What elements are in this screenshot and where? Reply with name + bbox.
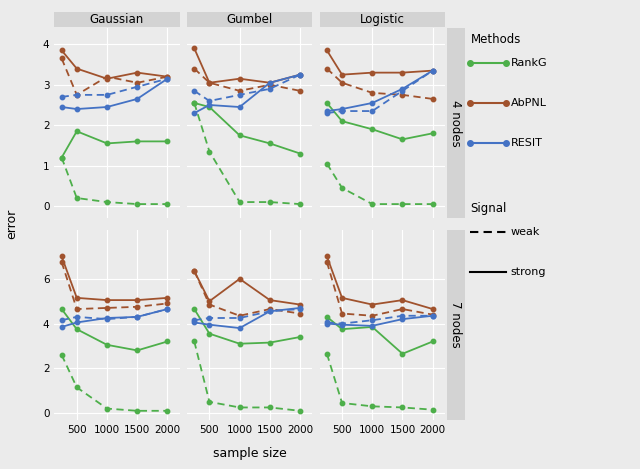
Text: weak: weak: [511, 227, 540, 237]
Text: Logistic: Logistic: [360, 13, 404, 26]
Text: 4 nodes: 4 nodes: [449, 100, 462, 147]
Text: sample size: sample size: [212, 446, 287, 460]
Text: strong: strong: [511, 267, 546, 277]
Text: Gumbel: Gumbel: [227, 13, 273, 26]
Text: Signal: Signal: [470, 202, 507, 215]
Text: RESIT: RESIT: [511, 138, 543, 148]
Text: AbPNL: AbPNL: [511, 98, 547, 108]
Text: 7 nodes: 7 nodes: [449, 301, 462, 348]
Text: Methods: Methods: [470, 33, 521, 46]
Text: RankG: RankG: [511, 58, 547, 68]
Text: Gaussian: Gaussian: [90, 13, 144, 26]
Text: error: error: [5, 209, 18, 239]
